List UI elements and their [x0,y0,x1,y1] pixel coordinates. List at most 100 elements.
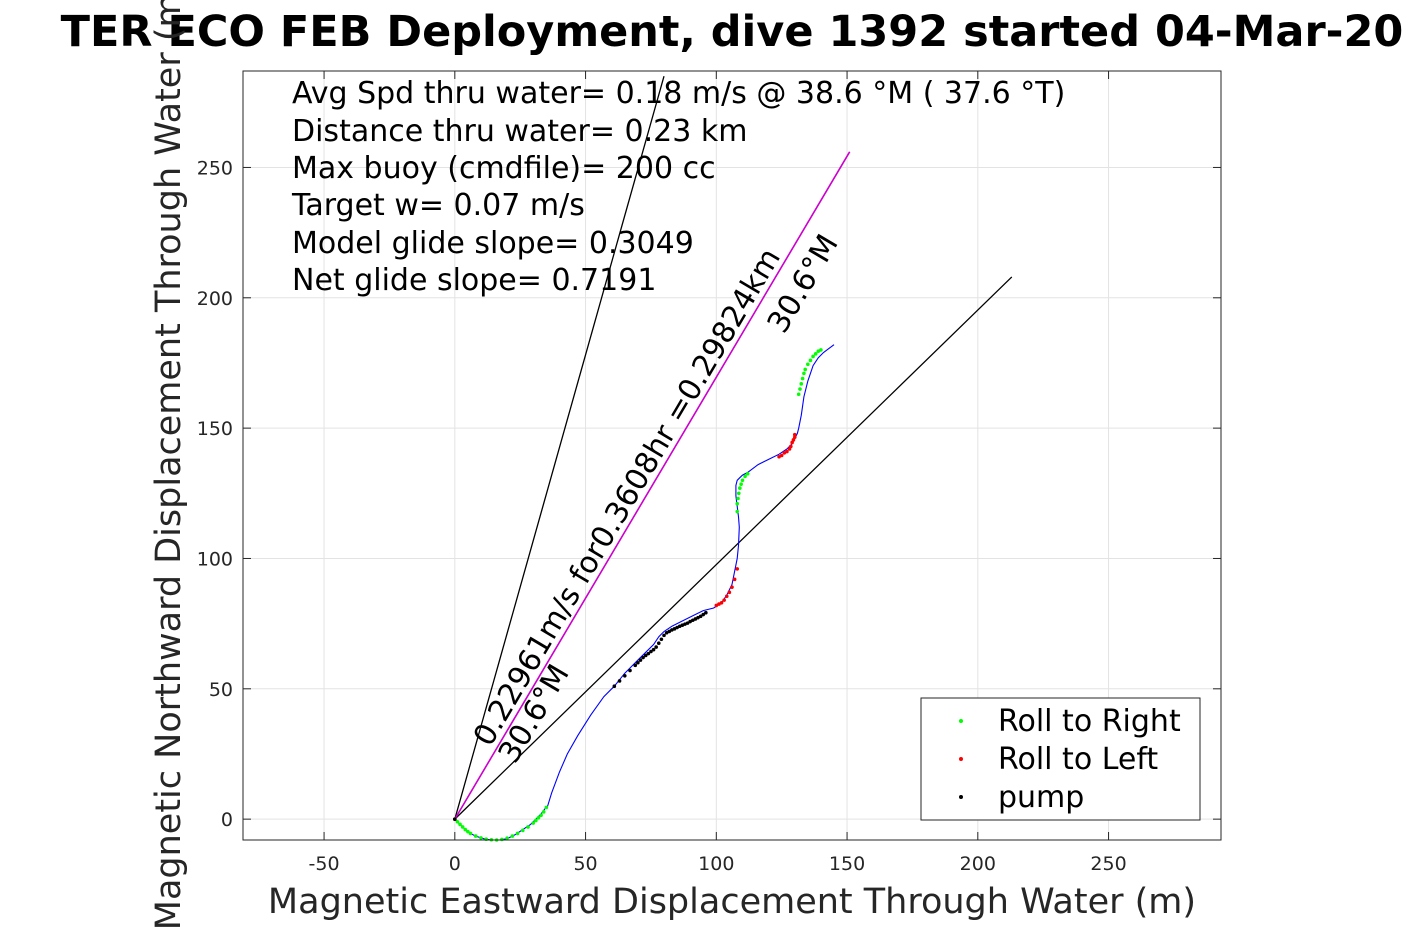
y-tick-label: 0 [221,809,233,831]
x-axis-label: Magnetic Eastward Displacement Through W… [268,882,1196,922]
roll-right-point [740,478,745,483]
pump-point [685,621,690,625]
chart-title: TER ECO FEB Deployment, dive 1392 starte… [61,7,1404,57]
roll-right-point [463,827,468,832]
reference-line [454,276,1013,820]
pump-point [453,817,457,821]
roll-right-point [479,836,483,840]
axis-ticks: -50 0 50 100 150 200 250 0 50 100 150 200 250 [197,71,1221,875]
legend-marker-pump [959,795,963,799]
y-tick-label: 100 [197,548,233,570]
pump-point [651,647,656,652]
roll-left-point [792,435,797,440]
roll-left-point [727,590,732,595]
y-tick-label: 150 [197,418,233,440]
legend-marker-roll-left [959,757,963,761]
stat-model-glide-slope: Model glide slope= 0.3049 [292,226,694,261]
pump-point [704,610,708,615]
roll-right-point [738,486,742,490]
roll-right-point [808,358,813,363]
roll-right-point [806,362,810,367]
pump-point [662,633,666,638]
pump-point [622,673,627,678]
reference-lines [454,76,1013,820]
roll-right-point [800,376,805,381]
roll-right-point [745,471,750,476]
x-tick-label: 150 [829,853,865,875]
stat-max-buoy: Max buoy (cmdfile)= 200 cc [292,151,716,186]
roll-left-point [779,453,784,458]
pump-point [698,614,703,619]
roll-right-point [510,834,515,838]
roll-right-point [803,367,808,372]
roll-right-point [735,509,740,514]
roll-right-point [521,828,525,833]
roll-right-point [813,352,818,356]
stat-target-w: Target w= 0.07 m/s [291,188,585,223]
y-tick-label: 250 [197,157,233,179]
pump-point [641,655,645,660]
roll-right-point [541,810,546,814]
pump-point [701,612,706,617]
roll-right-point [505,836,509,840]
roll-right-point [796,392,801,397]
roll-left-point [792,432,797,437]
roll-right-point [536,816,541,820]
roll-right-point [802,371,806,376]
legend-label-roll-right: Roll to Right [998,704,1181,739]
roll-right-point [458,822,462,827]
pump-point [667,629,672,634]
stat-distance: Distance thru water= 0.23 km [292,114,747,149]
x-tick-label: 100 [698,853,734,875]
pump-point [656,641,661,645]
grid [243,71,1221,840]
roll-right-point [736,491,741,496]
x-tick-label: 50 [573,853,597,875]
annotation-layer: 0.22961m/s for0.3608hr =0.29824km30.6°M3… [467,229,846,770]
roll-left-point [789,444,793,449]
track-layer [454,344,835,841]
roll-right-point [531,821,536,825]
stat-net-glide-slope: Net glide slope= 0.7191 [292,263,656,298]
stat-avg-speed: Avg Spd thru water= 0.18 m/s @ 38.6 °M (… [292,76,1065,111]
roll-left-point [724,594,729,599]
pump-point [646,651,651,656]
pump-point [649,649,653,654]
roll-left-point [732,577,737,582]
reference-line [454,76,665,820]
legend-label-roll-left: Roll to Left [998,742,1158,777]
stats-block: Avg Spd thru water= 0.18 m/s @ 38.6 °M (… [291,76,1065,298]
x-tick-label: 200 [960,853,996,875]
roll-right-point [539,813,543,818]
roll-right-point [736,496,740,501]
pump-point [617,679,622,683]
roll-right-point [460,825,465,829]
roll-right-point [819,348,823,352]
roll-left-point [722,598,726,602]
roll-right-point [468,831,473,836]
roll-right-point [473,834,478,838]
plot-area-frame [242,70,1222,841]
roll-right-point [739,482,743,486]
y-tick-label: 200 [197,288,233,310]
roll-left-point [719,600,724,605]
roll-right-point [466,829,470,834]
roll-left-point [730,585,734,589]
y-axis-label: Magnetic Northward Displacement Through … [149,0,189,930]
legend-label-pump: pump [998,780,1084,815]
heading-line [454,151,851,820]
roll-right-point [743,474,747,479]
marker-layer [453,348,823,842]
roll-left-point [785,449,789,454]
x-tick-label: -50 [309,853,340,875]
roll-right-point [798,387,802,391]
pump-point [659,637,664,642]
roll-right-point [455,819,460,824]
pump-point [628,668,632,673]
roll-right-point [811,354,815,359]
heading-annotation-text: 0.22961m/s for0.3608hr =0.29824km [467,242,788,752]
glider-track-line [454,344,835,841]
y-tick-label: 50 [209,679,233,701]
roll-left-point [735,567,740,571]
